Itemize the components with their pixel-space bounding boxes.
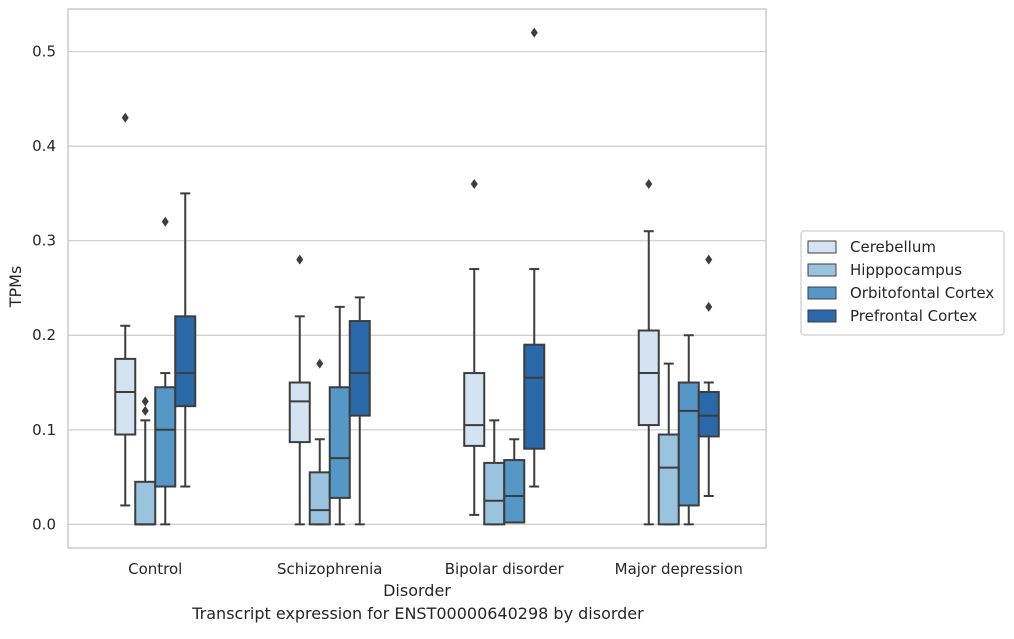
x-tick-label: Control — [128, 560, 182, 578]
legend-swatch — [807, 286, 837, 300]
y-axis-label: TPMs — [6, 266, 25, 309]
y-tick-label: 0.1 — [32, 421, 56, 439]
outlier-marker — [705, 301, 713, 312]
box — [328, 386, 351, 499]
box — [637, 329, 660, 427]
x-tick-label: Schizophrenia — [277, 560, 382, 578]
legend-label: Prefrontal Cortex — [850, 307, 977, 325]
y-tick-label: 0.0 — [32, 515, 56, 533]
legend-label: Cerebellum — [850, 238, 936, 256]
outlier-marker — [161, 216, 169, 227]
box — [288, 381, 311, 444]
outlier-marker — [316, 358, 324, 369]
box — [503, 459, 526, 524]
legend-label: Hipppocampus — [850, 261, 962, 279]
box — [697, 390, 720, 438]
box — [114, 357, 137, 436]
legend-box — [800, 230, 1005, 336]
y-tick-label: 0.3 — [32, 232, 56, 250]
legend-swatch — [807, 240, 837, 254]
legend-swatch — [807, 309, 837, 323]
box — [308, 471, 331, 526]
y-tick-label: 0.4 — [32, 137, 56, 155]
box — [463, 372, 486, 447]
plot-frame — [67, 8, 767, 549]
x-axis-label: Disorder — [383, 581, 451, 600]
outlier-marker — [705, 254, 713, 265]
box — [348, 320, 371, 417]
legend-label: Orbitofontal Cortex — [850, 284, 994, 302]
x-tick-label: Bipolar disorder — [445, 560, 565, 578]
box — [677, 381, 700, 507]
box — [657, 433, 680, 526]
outlier-marker — [530, 27, 538, 38]
box — [134, 480, 157, 526]
chart-caption: Transcript expression for ENST0000064029… — [192, 604, 644, 623]
legend-swatch — [807, 263, 837, 277]
y-tick-label: 0.2 — [32, 326, 56, 344]
box — [174, 315, 197, 408]
y-tick-label: 0.5 — [32, 43, 56, 61]
box — [154, 386, 177, 488]
outlier-marker — [470, 178, 478, 189]
box — [523, 343, 546, 450]
outlier-marker — [296, 254, 304, 265]
outlier-marker — [141, 405, 149, 416]
box — [483, 461, 506, 526]
outlier-marker — [121, 112, 129, 123]
outlier-marker — [645, 178, 653, 189]
x-tick-label: Major depression — [615, 560, 743, 578]
outlier-marker — [141, 396, 149, 407]
